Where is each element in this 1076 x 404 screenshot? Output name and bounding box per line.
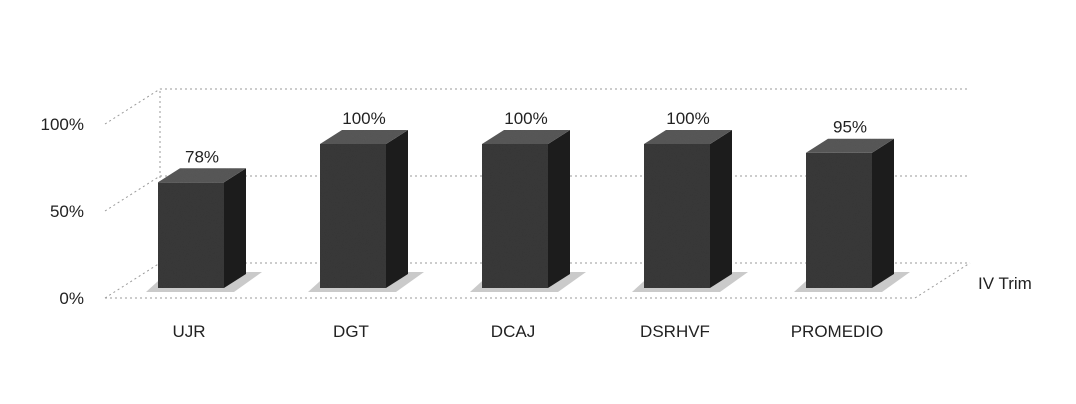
bar-dcaj (482, 144, 548, 288)
data-label: 100% (342, 109, 385, 128)
bar-dsrhvf (644, 144, 710, 288)
bar-ujr (158, 182, 224, 288)
y-tick-label: 0% (59, 289, 84, 308)
category-label: PROMEDIO (791, 322, 884, 341)
gridline-diag-50 (104, 175, 161, 212)
category-label: UJR (172, 322, 205, 341)
bar-top (644, 130, 732, 144)
y-tick-label: 100% (41, 115, 84, 134)
bar-side (548, 130, 570, 288)
data-label: 100% (504, 109, 547, 128)
labels: 0% 50% 100% 78% UJR 100% DGT 100% DCAJ 100% DSRHVF… (41, 109, 1032, 341)
bar-top (158, 168, 246, 183)
category-label: DSRHVF (640, 322, 710, 341)
y-tick-label: 50% (50, 202, 84, 221)
category-label: DGT (333, 322, 369, 341)
data-label: 100% (666, 109, 709, 128)
bar-promedio (806, 152, 872, 288)
bar-dgt (320, 144, 386, 288)
gridline-diag-0 (104, 262, 161, 299)
bar-side (872, 138, 894, 288)
data-label: 78% (185, 147, 219, 166)
bars (158, 130, 894, 288)
bar-top (320, 130, 408, 144)
bar-top (806, 138, 894, 153)
data-label: 95% (833, 118, 867, 137)
category-label: DCAJ (491, 322, 535, 341)
bar-top (482, 130, 570, 144)
floor-right-edge (914, 262, 971, 299)
bar-side (710, 130, 732, 288)
bar-side (386, 130, 408, 288)
gridline-diag-100 (104, 88, 161, 125)
series-label: IV Trim (978, 274, 1032, 293)
bar-side (224, 168, 246, 288)
